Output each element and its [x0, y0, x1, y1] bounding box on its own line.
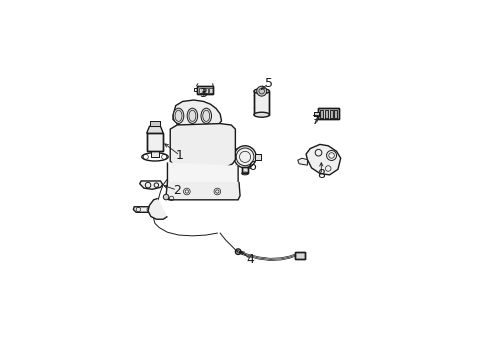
Bar — [150, 151, 159, 157]
Text: 4: 4 — [246, 253, 254, 266]
Bar — [253, 91, 269, 115]
Polygon shape — [167, 162, 238, 185]
Bar — [199, 87, 202, 93]
Bar — [241, 167, 248, 174]
Text: 6: 6 — [247, 160, 255, 173]
Bar — [334, 110, 337, 118]
Bar — [324, 110, 327, 118]
Text: 5: 5 — [264, 77, 272, 90]
Bar — [196, 86, 213, 94]
Bar — [255, 154, 260, 159]
Ellipse shape — [173, 108, 183, 123]
Bar — [150, 121, 160, 126]
Circle shape — [233, 146, 256, 168]
Circle shape — [163, 194, 168, 200]
Text: 3: 3 — [199, 87, 207, 100]
Ellipse shape — [253, 89, 269, 94]
Polygon shape — [170, 123, 235, 167]
Polygon shape — [173, 100, 221, 131]
Bar — [320, 110, 323, 118]
Text: 8: 8 — [317, 168, 325, 181]
Polygon shape — [148, 198, 167, 219]
Bar — [209, 87, 212, 93]
Bar — [204, 87, 207, 93]
Ellipse shape — [187, 108, 197, 123]
Text: 1: 1 — [176, 149, 183, 162]
Text: 7: 7 — [311, 114, 319, 127]
Bar — [146, 133, 163, 151]
Bar — [320, 110, 323, 118]
Polygon shape — [305, 144, 340, 175]
Polygon shape — [297, 158, 307, 165]
Polygon shape — [133, 207, 159, 212]
Bar — [313, 112, 318, 116]
Bar — [150, 121, 160, 126]
Bar — [324, 110, 327, 118]
Polygon shape — [166, 182, 240, 200]
Bar — [317, 108, 338, 120]
Bar — [334, 110, 337, 118]
Bar — [255, 154, 260, 159]
Ellipse shape — [201, 108, 211, 123]
Bar — [196, 86, 213, 94]
Bar — [193, 89, 197, 91]
Text: 2: 2 — [173, 184, 181, 197]
Bar — [329, 110, 332, 118]
Bar — [294, 252, 304, 259]
Bar — [241, 167, 248, 174]
Circle shape — [256, 86, 266, 96]
Bar — [150, 151, 159, 157]
Bar — [294, 252, 304, 259]
Bar — [329, 110, 332, 118]
Bar — [313, 112, 318, 116]
Polygon shape — [140, 181, 163, 189]
Bar — [317, 108, 338, 120]
Bar — [146, 133, 163, 151]
Bar — [253, 91, 269, 115]
Polygon shape — [146, 126, 163, 133]
Ellipse shape — [253, 112, 269, 117]
